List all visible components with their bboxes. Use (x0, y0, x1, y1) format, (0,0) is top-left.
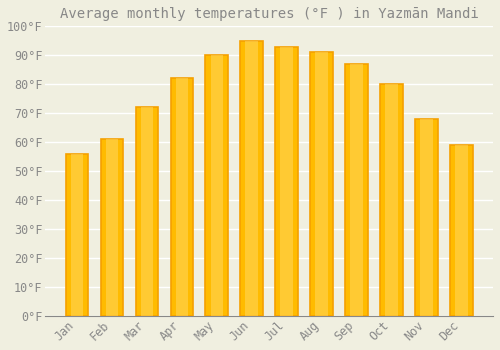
Title: Average monthly temperatures (°F ) in Yazmān Mandi: Average monthly temperatures (°F ) in Ya… (60, 7, 478, 21)
Bar (106, 139, 118, 316)
Bar (280, 47, 293, 316)
Bar (206, 55, 228, 316)
Bar (310, 52, 333, 316)
Bar (420, 119, 432, 316)
Bar (240, 41, 263, 316)
Bar (71, 154, 84, 316)
Bar (176, 78, 188, 316)
Bar (345, 64, 368, 316)
Bar (100, 139, 124, 316)
Bar (415, 119, 438, 316)
Bar (455, 145, 468, 316)
Bar (380, 84, 403, 316)
Bar (450, 145, 472, 316)
Bar (246, 41, 258, 316)
Bar (276, 47, 298, 316)
Bar (170, 78, 193, 316)
Bar (385, 84, 398, 316)
Bar (210, 55, 223, 316)
Bar (316, 52, 328, 316)
Bar (66, 154, 88, 316)
Bar (136, 107, 158, 316)
Bar (140, 107, 153, 316)
Bar (350, 64, 363, 316)
